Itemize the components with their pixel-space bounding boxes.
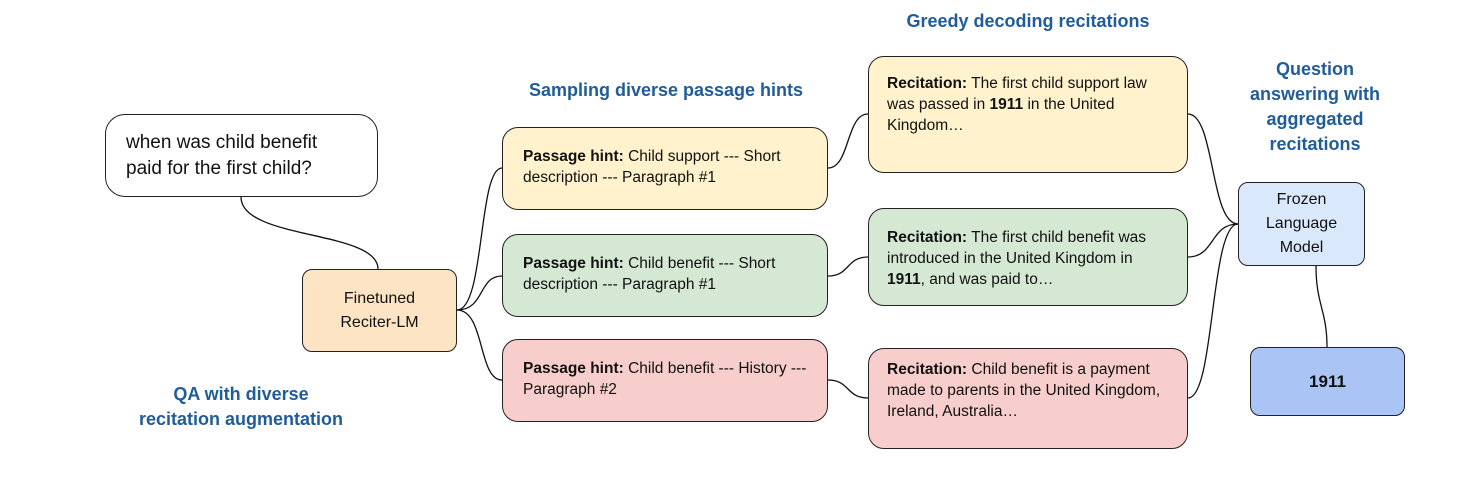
connector-reciter-to-hint-1 — [456, 167, 503, 311]
heading-qa-aggregated: Question answering with aggregated recit… — [1249, 59, 1381, 154]
hint-label: Passage hint: — [523, 255, 624, 272]
recitation-text-before: The first child benefit was introduced i… — [887, 229, 1147, 267]
connector-hint-1-to-recitation-1 — [827, 113, 869, 169]
recitation-text-after: in the United Kingdom… — [887, 96, 1115, 134]
recitation-box-1: Recitation: The first child support law … — [868, 56, 1188, 173]
answer-text: 1911 — [1309, 372, 1346, 391]
reciter-line-2: Reciter-LM — [340, 313, 419, 331]
recitation-box-2: Recitation: The first child benefit was … — [868, 208, 1188, 306]
connector-question-to-reciter — [240, 196, 379, 270]
recitation-box-3: Recitation: Child benefit is a payment m… — [868, 348, 1188, 449]
reciter-line-1: Finetuned — [343, 289, 416, 307]
connector-reciter-to-hint-2 — [456, 275, 503, 311]
passage-hint-box-2: Passage hint: Child benefit --- Short de… — [502, 234, 828, 317]
frozen-lm-line-3: Model — [1279, 239, 1324, 256]
connector-hint-2-to-recitation-2 — [827, 256, 869, 277]
recitation-highlight: 1911 — [887, 271, 921, 288]
answer-box: 1911 — [1250, 347, 1405, 416]
connector-frozen-lm-to-answer — [1315, 265, 1328, 348]
connector-recitation-3-to-frozen-lm — [1187, 223, 1239, 399]
hint-label: Passage hint: — [523, 360, 624, 377]
reciter-lm-box: Finetuned Reciter-LM — [302, 269, 457, 352]
hint-text: Child benefit --- History --- Paragraph … — [523, 360, 807, 398]
connector-reciter-to-hint-3 — [456, 309, 503, 381]
hint-label: Passage hint: — [523, 148, 624, 165]
passage-hint-box-1: Passage hint: Child support --- Short de… — [502, 127, 828, 210]
connector-recitation-2-to-frozen-lm — [1187, 223, 1239, 258]
recitation-label: Recitation: — [887, 229, 968, 246]
heading-sampling-hints: Sampling diverse passage hints — [528, 80, 804, 100]
recitation-label: Recitation: — [887, 361, 968, 378]
heading-greedy-decoding: Greedy decoding recitations — [906, 11, 1150, 31]
recitation-highlight: 1911 — [989, 96, 1024, 113]
recitation-text-before: Child benefit is a payment made to paren… — [887, 361, 1161, 420]
recitation-text-after: , and was paid to… — [920, 271, 1054, 288]
connector-recitation-1-to-frozen-lm — [1187, 113, 1239, 225]
recitation-label: Recitation: — [887, 75, 968, 92]
question-text: when was child benefit paid for the firs… — [126, 132, 318, 179]
hint-text: Child support --- Short description --- … — [523, 148, 781, 186]
frozen-lm-line-1: Frozen — [1276, 191, 1327, 208]
passage-hint-box-3: Passage hint: Child benefit --- History … — [502, 339, 828, 422]
connector-hint-3-to-recitation-3 — [827, 379, 869, 399]
frozen-lm-line-2: Language — [1265, 215, 1338, 232]
question-bubble: when was child benefit paid for the firs… — [105, 114, 378, 197]
heading-qa-diverse-recitation: QA with diverse recitation augmentation — [138, 384, 344, 429]
hint-text: Child benefit --- Short description --- … — [523, 255, 776, 293]
recitation-text-before: The first child support law was passed i… — [887, 75, 1147, 113]
frozen-language-model-box: Frozen Language Model — [1238, 182, 1365, 266]
